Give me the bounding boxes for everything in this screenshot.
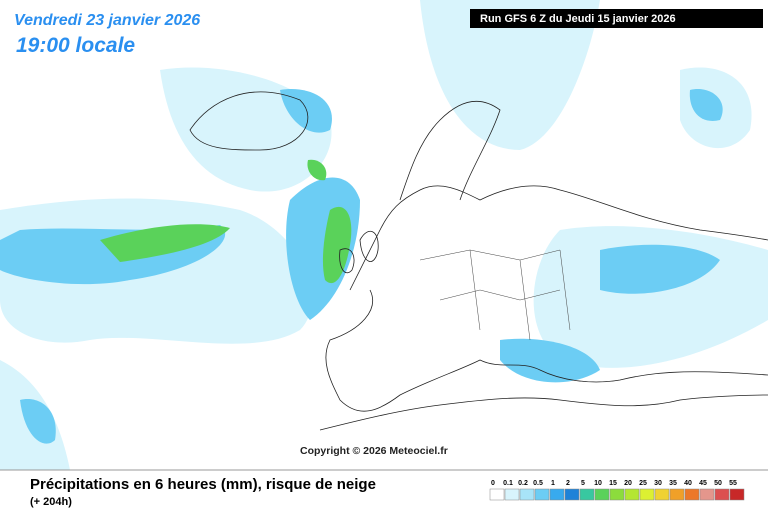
legend-label: 1 <box>551 480 555 487</box>
footer-lead: (+ 204h) <box>30 496 72 508</box>
legend-label: 0.1 <box>503 480 513 487</box>
legend-swatch <box>729 488 745 501</box>
legend-swatch <box>594 488 610 501</box>
legend-label: 20 <box>624 480 632 487</box>
legend-swatch <box>504 488 520 501</box>
legend-label: 15 <box>609 480 617 487</box>
legend-swatch <box>699 488 715 501</box>
legend-swatch <box>684 488 700 501</box>
legend-label: 45 <box>699 480 707 487</box>
legend-label: 10 <box>594 480 602 487</box>
legend-swatch <box>669 488 685 501</box>
coastlines <box>189 91 768 431</box>
legend-label: 25 <box>639 480 647 487</box>
footer-title: Précipitations en 6 heures (mm), risque … <box>30 476 376 493</box>
forecast-date: Vendredi 23 janvier 2026 <box>14 12 200 29</box>
forecast-time: 19:00 locale <box>16 34 135 57</box>
legend-swatch <box>489 488 505 501</box>
borders <box>419 249 571 341</box>
legend-label: 5 <box>581 480 585 487</box>
run-box <box>470 9 763 28</box>
legend-swatch <box>609 488 625 501</box>
legend-swatch <box>654 488 670 501</box>
legend-label: 55 <box>729 480 737 487</box>
precip-heavy <box>100 159 352 284</box>
legend-swatch <box>534 488 550 501</box>
run-info: Run GFS 6 Z du Jeudi 15 janvier 2026 <box>480 13 676 25</box>
legend-label: 40 <box>684 480 692 487</box>
legend-swatch <box>714 488 730 501</box>
legend-label: 0 <box>491 480 495 487</box>
legend-swatch <box>579 488 595 501</box>
legend: 0 0.1 0.2 0.5 1 2 5 10 15 20 25 30 35 40 45 50 55 <box>489 480 745 501</box>
legend-swatch <box>549 488 565 501</box>
legend-swatch <box>639 488 655 501</box>
legend-label: 30 <box>654 480 662 487</box>
legend-swatch <box>519 488 535 501</box>
legend-swatch <box>624 488 640 501</box>
legend-label: 0.5 <box>533 480 543 487</box>
copyright: Copyright © 2026 Meteociel.fr <box>300 445 448 457</box>
legend-label: 0.2 <box>518 480 528 487</box>
legend-label: 2 <box>566 480 570 487</box>
legend-label: 35 <box>669 480 677 487</box>
legend-label: 50 <box>714 480 722 487</box>
legend-swatch <box>564 488 580 501</box>
